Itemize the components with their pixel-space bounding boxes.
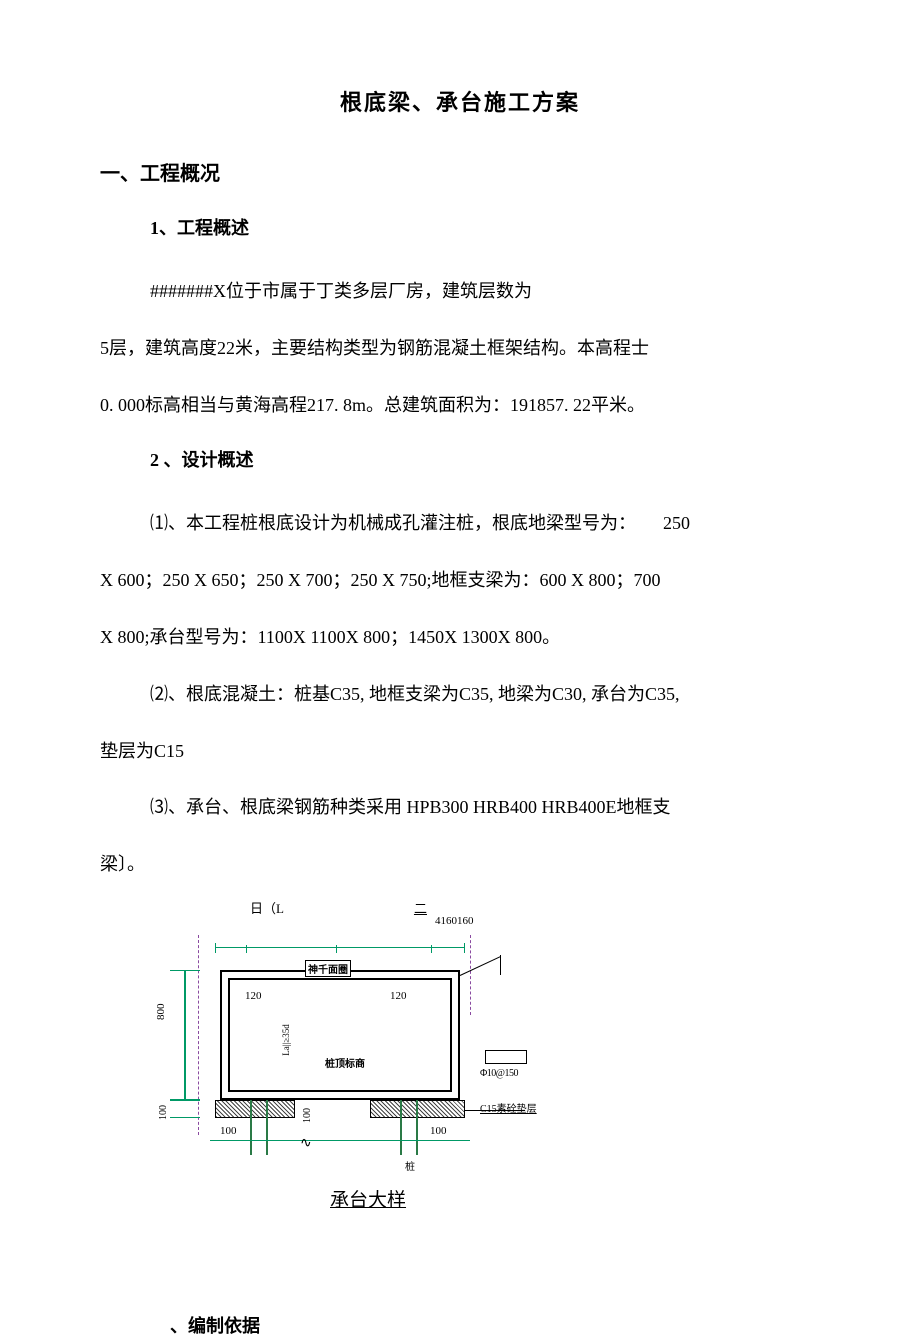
leader-line-1b	[500, 955, 501, 975]
rebar-callout-text: Φ10@150	[480, 1068, 518, 1079]
paragraph: X 600；250 X 650；250 X 700；250 X 750;地框支梁…	[100, 557, 820, 604]
section-1-heading: 一、工程概况	[100, 157, 820, 186]
paragraph: ⑶、承台、根底梁钢筋种类采用 HPB300 HRB400 HRB400E地框支	[100, 784, 820, 831]
subheading-2: 2 、设计概述	[150, 446, 820, 472]
document-title: 根底梁、承台施工方案	[100, 85, 820, 117]
pile-label: 桩	[405, 1158, 415, 1173]
small-label-b: 二	[414, 898, 427, 917]
paragraph: 梁〕。	[100, 841, 820, 888]
pile-left	[250, 1100, 268, 1155]
dim-100-v-text: 100	[158, 1105, 169, 1120]
leader-line-1	[460, 956, 501, 976]
section-2-heading: 、编制依据	[170, 1312, 820, 1338]
subheading-1: 1、工程概述	[150, 214, 820, 240]
ground-line	[210, 1140, 470, 1141]
paragraph: ⑵、根底混凝土：桩基C35, 地框支梁为C35, 地梁为C30, 承台为C35,	[100, 671, 820, 718]
bedding-callout: C15素砼垫层	[480, 1100, 537, 1115]
paragraph: 垫层为C15	[100, 728, 820, 775]
dim-120-left: 120	[245, 990, 262, 1002]
paragraph: 5层，建筑高度22米，主要结构类型为钢筋混凝土框架结构。本高程士	[100, 325, 820, 372]
paragraph: #######X位于市属于丁类多层厂房，建筑层数为	[100, 268, 820, 315]
cap-detail-diagram: 神千面圈 120 120 La||≥35d 桩顶标商 800 100 100 1…	[160, 935, 540, 1180]
lae-label: La||≥35d	[281, 1024, 291, 1056]
diagram-container: 神千面圈 120 120 La||≥35d 桩顶标商 800 100 100 1…	[160, 935, 820, 1212]
small-sublabel: 4160160	[435, 915, 820, 927]
top-label: 神千面圈	[305, 960, 351, 977]
dim-800-vertical	[170, 970, 200, 1100]
paragraph: X 800;承台型号为：1100X 1100X 800；1450X 1300X …	[100, 614, 820, 661]
pile-top-label: 桩顶标商	[325, 1055, 365, 1070]
dash-line-right	[470, 935, 471, 1015]
diagram-caption: 承台大样	[330, 1185, 820, 1212]
dim-800-text: 800	[155, 1003, 167, 1020]
pile-right	[400, 1100, 418, 1155]
dim-120-right: 120	[390, 990, 407, 1002]
dim-100-left: 100	[220, 1125, 237, 1137]
rebar-callout-box	[485, 1050, 527, 1064]
dim-100-mid: 100	[302, 1108, 313, 1123]
paragraph: 0. 000标高相当与黄海高程217. 8m。总建筑面积为：191857. 22…	[100, 382, 820, 429]
small-label-a: 日（L	[250, 898, 284, 917]
top-dimension-line	[215, 943, 465, 953]
break-symbol: ∿	[300, 1135, 312, 1152]
dim-100-right: 100	[430, 1125, 447, 1137]
dim-100-vertical	[170, 1100, 200, 1118]
paragraph: ⑴、本工程桩根底设计为机械成孔灌注桩，根底地梁型号为： 250	[100, 500, 820, 547]
